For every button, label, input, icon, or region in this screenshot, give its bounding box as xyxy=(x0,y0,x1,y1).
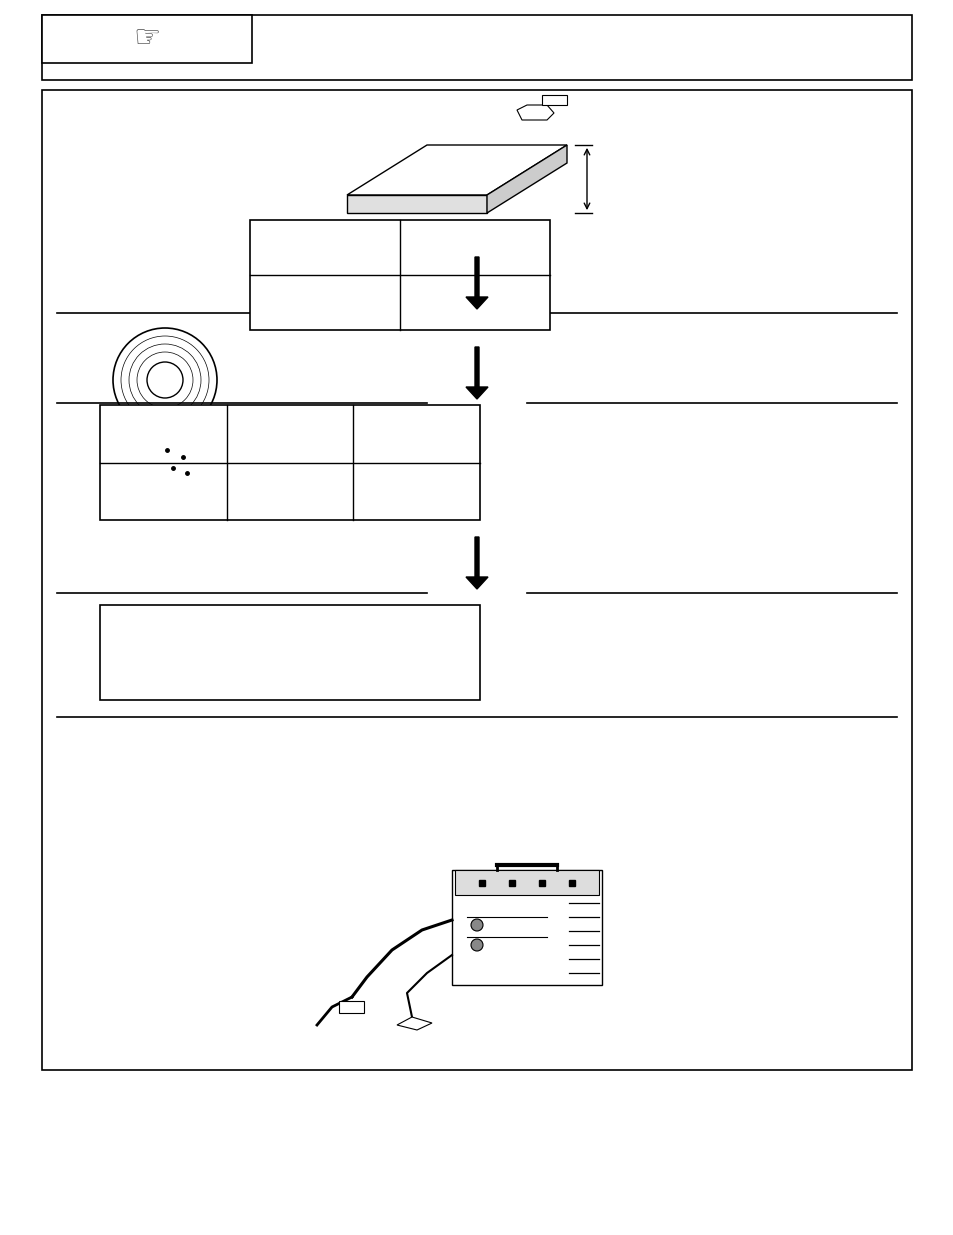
Polygon shape xyxy=(347,195,486,212)
Bar xyxy=(100,605,479,700)
Polygon shape xyxy=(347,144,566,195)
FancyArrow shape xyxy=(465,347,488,399)
FancyArrow shape xyxy=(465,537,488,589)
Bar xyxy=(42,15,252,63)
Bar xyxy=(42,15,911,80)
Polygon shape xyxy=(517,105,554,120)
Bar xyxy=(455,869,598,895)
Polygon shape xyxy=(396,1016,432,1030)
Circle shape xyxy=(471,939,482,951)
Bar xyxy=(250,220,550,330)
Polygon shape xyxy=(147,435,203,490)
Bar xyxy=(452,869,601,986)
Bar xyxy=(100,405,479,520)
Circle shape xyxy=(147,362,183,398)
Polygon shape xyxy=(541,95,566,105)
Text: ☞: ☞ xyxy=(133,25,160,53)
Circle shape xyxy=(471,919,482,931)
Polygon shape xyxy=(486,144,566,212)
Bar xyxy=(42,90,911,1070)
Bar xyxy=(338,1002,364,1013)
FancyArrow shape xyxy=(465,257,488,309)
